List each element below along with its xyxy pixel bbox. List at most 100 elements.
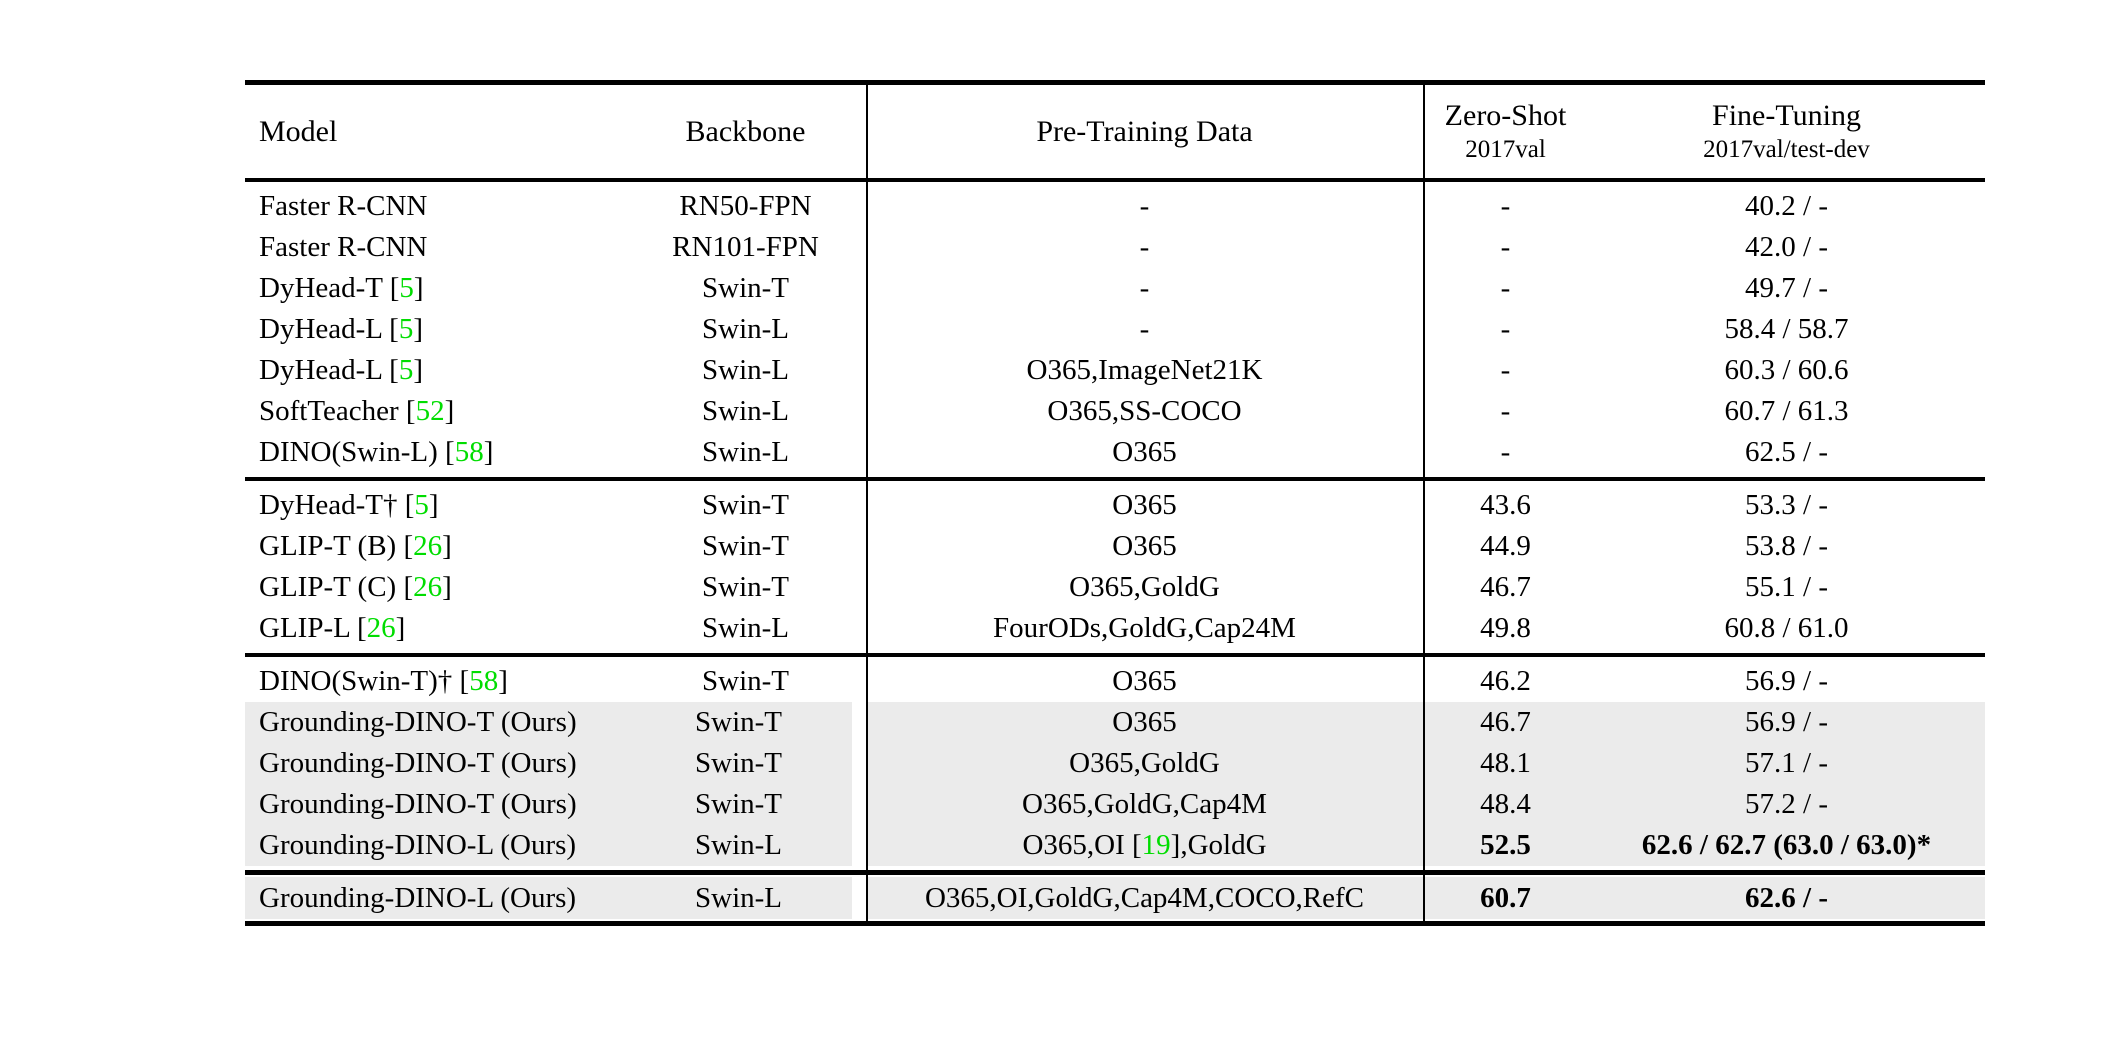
model-cell-text: GLIP-L [ (259, 612, 367, 644)
citation-ref: 26 (413, 571, 443, 603)
header-pretraining: Pre-Training Data (866, 85, 1423, 178)
table-row: DINO(Swin-T)† [58] Swin-T O365 46.2 56.9 / - (245, 661, 1985, 702)
zero-shot-cell: 49.8 (1480, 612, 1531, 644)
model-cell: Faster R-CNN (245, 186, 625, 227)
citation-ref: 5 (398, 313, 414, 345)
backbone-cell: Swin-L (625, 877, 866, 919)
table-header-row: Model Backbone Pre-Training Data Zero-Sh… (245, 85, 1985, 178)
pretraining-cell: - (866, 268, 1423, 309)
table-row: DyHead-T [5] Swin-T - - 49.7 / - (245, 268, 1985, 309)
model-cell-text: DyHead-L [ (259, 354, 399, 386)
model-cell-text: GLIP-T (B) [ (259, 530, 414, 562)
pretraining-cell: - (866, 309, 1423, 350)
table-row: Faster R-CNN RN101-FPN - - 42.0 / - (245, 227, 1985, 268)
pretraining-cell: O365 (866, 485, 1423, 526)
fine-tuning-cell: 53.3 / - (1745, 489, 1828, 521)
model-cell-text: Grounding-DINO-T (Ours) (259, 788, 577, 820)
model-cell: DyHead-L [5] (245, 309, 625, 350)
table-row: GLIP-T (C) [26] Swin-T O365,GoldG 46.7 55.1 … (245, 567, 1985, 608)
pretraining-cell: O365 (866, 661, 1423, 702)
zero-shot-cell: 46.7 (1480, 571, 1531, 603)
model-cell-text: DINO(Swin-L) [ (259, 436, 455, 468)
pretraining-cell: O365 (866, 702, 1423, 743)
citation-ref: 52 (415, 395, 445, 427)
model-cell-text-after: ] (413, 313, 424, 345)
table-row: GLIP-L [26] Swin-L FourODs,GoldG,Cap24M 49.… (245, 608, 1985, 649)
fine-tuning-cell: 53.8 / - (1745, 530, 1828, 562)
zero-shot-cell: - (1500, 272, 1511, 304)
table-section: DyHead-T† [5] Swin-T O365 43.6 53.3 / - GLIP-… (245, 481, 1985, 653)
backbone-cell: Swin-T (702, 571, 789, 603)
backbone-cell: Swin-T (702, 530, 789, 562)
citation-ref: 5 (399, 272, 414, 304)
fine-tuning-cell: 40.2 / - (1745, 190, 1828, 222)
model-cell-text: Faster R-CNN (259, 190, 428, 222)
zero-shot-cell: 48.4 (1423, 784, 1588, 825)
table-row: DINO(Swin-L) [58] Swin-L O365 - 62.5 / - (245, 432, 1985, 473)
fine-tuning-cell: 62.5 / - (1745, 436, 1828, 468)
fine-tuning-cell: 58.4 / 58.7 (1724, 313, 1849, 345)
fine-tuning-cell: 60.7 / 61.3 (1724, 395, 1849, 427)
model-cell-text-after: ] (483, 436, 494, 468)
header-backbone-label: Backbone (685, 114, 806, 148)
header-fine-tuning-label: Fine-Tuning (1712, 99, 1861, 132)
backbone-cell: Swin-L (702, 354, 789, 386)
table-row: Grounding-DINO-T (Ours) Swin-T O365,GoldG,… (245, 784, 1985, 825)
pretraining-cell: O365,GoldG (866, 743, 1423, 784)
backbone-cell: Swin-T (702, 489, 789, 521)
table-row: DyHead-L [5] Swin-L O365,ImageNet21K - 60.3 … (245, 350, 1985, 391)
pretraining-cell: O365,GoldG,Cap4M (866, 784, 1423, 825)
pretraining-cell-text: O365 (1112, 489, 1177, 521)
fine-tuning-cell: 57.1 / - (1588, 743, 1985, 784)
pretraining-cell-text: O365,OI,GoldG,Cap4M,COCO,RefC (924, 881, 1365, 914)
model-cell: GLIP-T (B) [26] (245, 526, 625, 567)
zero-shot-cell: 52.5 (1423, 825, 1588, 866)
zero-shot-cell: - (1500, 190, 1511, 222)
citation-ref: 5 (414, 489, 429, 521)
table-section: DINO(Swin-T)† [58] Swin-T O365 46.2 56.9 / -… (245, 657, 1985, 870)
model-cell: DINO(Swin-T)† [58] (245, 661, 625, 702)
zero-shot-cell: - (1500, 395, 1511, 427)
model-cell: DyHead-T† [5] (245, 485, 625, 526)
model-cell-text-after: ] (442, 530, 452, 562)
zero-shot-cell: 46.2 (1480, 665, 1531, 697)
model-cell: GLIP-T (C) [26] (245, 567, 625, 608)
table-row: Grounding-DINO-T (Ours) Swin-T O365 46.7 56.… (245, 702, 1985, 743)
model-cell-text-after: ] (442, 571, 452, 603)
pretraining-cell-text: - (1139, 272, 1150, 304)
pretraining-cell: O365,OI [19],GoldG (866, 825, 1423, 866)
citation-ref: 26 (413, 530, 443, 562)
header-fine-tuning: Fine-Tuning 2017val/test-dev (1588, 85, 1985, 178)
backbone-cell: Swin-L (702, 612, 789, 644)
model-cell-text: Faster R-CNN (259, 231, 428, 263)
table-bottom-rule (245, 921, 1985, 926)
backbone-cell: Swin-L (702, 313, 789, 345)
model-cell-text-after: ] (395, 612, 406, 644)
table-row: Faster R-CNN RN50-FPN - - 40.2 / - (245, 186, 1985, 227)
pretraining-cell-text: FourODs,GoldG,Cap24M (993, 612, 1296, 644)
model-cell-text: DyHead-T† [ (259, 489, 415, 521)
zero-shot-cell: 43.6 (1480, 489, 1531, 521)
pretraining-cell-text: O365,GoldG,Cap4M (1022, 788, 1267, 820)
table-row: DyHead-T† [5] Swin-T O365 43.6 53.3 / - (245, 485, 1985, 526)
model-cell-text-after: ] (498, 665, 508, 697)
column-divider-backbone-pretraining (866, 85, 868, 921)
header-backbone: Backbone (625, 85, 866, 178)
table-row: Grounding-DINO-L (Ours) Swin-L O365,OI,Gol… (245, 877, 1985, 919)
table-section: Faster R-CNN RN50-FPN - -40.2 / - Faster R-C… (245, 182, 1985, 477)
pretraining-cell-text: - (1139, 231, 1150, 263)
model-cell: Grounding-DINO-T (Ours) (245, 743, 625, 784)
zero-shot-cell: 44.9 (1480, 530, 1531, 562)
model-cell-text-after: ] (413, 272, 424, 304)
model-cell: DINO(Swin-L) [58] (245, 432, 625, 473)
fine-tuning-cell: 56.9 / - (1745, 665, 1828, 697)
zero-shot-cell: - (1500, 436, 1511, 468)
fine-tuning-cell: 49.7 / - (1745, 272, 1828, 304)
header-model-label: Model (259, 114, 338, 148)
table-section: Grounding-DINO-L (Ours) Swin-L O365,OI,Gol… (245, 875, 1985, 921)
model-cell-text: Grounding-DINO-T (Ours) (259, 747, 577, 779)
model-cell-text: DINO(Swin-T)† [ (259, 665, 470, 697)
section-rule (245, 477, 1985, 481)
pretraining-cell: O365,ImageNet21K (866, 350, 1423, 391)
